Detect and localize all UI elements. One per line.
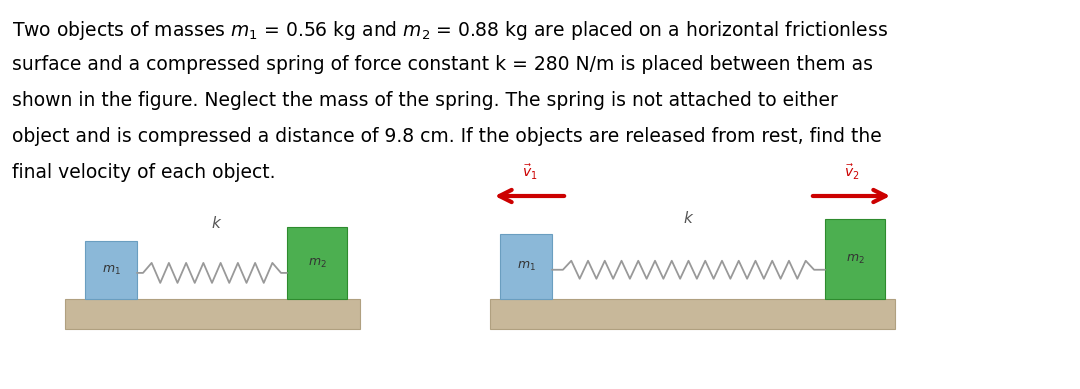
Text: Two objects of masses $m_1$ = 0.56 kg and $m_2$ = 0.88 kg are placed on a horizo: Two objects of masses $m_1$ = 0.56 kg an… <box>12 19 888 42</box>
FancyBboxPatch shape <box>825 219 885 299</box>
FancyBboxPatch shape <box>85 241 137 299</box>
Text: $m_2$: $m_2$ <box>308 256 326 270</box>
FancyBboxPatch shape <box>490 299 895 329</box>
Text: shown in the figure. Neglect the mass of the spring. The spring is not attached : shown in the figure. Neglect the mass of… <box>12 91 838 110</box>
Text: $\vec{v}_2$: $\vec{v}_2$ <box>843 163 860 182</box>
FancyBboxPatch shape <box>500 234 552 299</box>
Text: surface and a compressed spring of force constant k = 280 N/m is placed between : surface and a compressed spring of force… <box>12 55 873 74</box>
Text: $k$: $k$ <box>683 210 694 226</box>
Text: $m_1$: $m_1$ <box>516 260 536 273</box>
Text: $\vec{v}_1$: $\vec{v}_1$ <box>522 163 538 182</box>
Text: final velocity of each object.: final velocity of each object. <box>12 163 275 182</box>
FancyBboxPatch shape <box>65 299 360 329</box>
Text: $k$: $k$ <box>212 215 222 231</box>
FancyBboxPatch shape <box>287 227 347 299</box>
Text: $m_2$: $m_2$ <box>846 252 864 266</box>
Text: object and is compressed a distance of 9.8 cm. If the objects are released from : object and is compressed a distance of 9… <box>12 127 881 146</box>
Text: $m_1$: $m_1$ <box>102 263 121 277</box>
